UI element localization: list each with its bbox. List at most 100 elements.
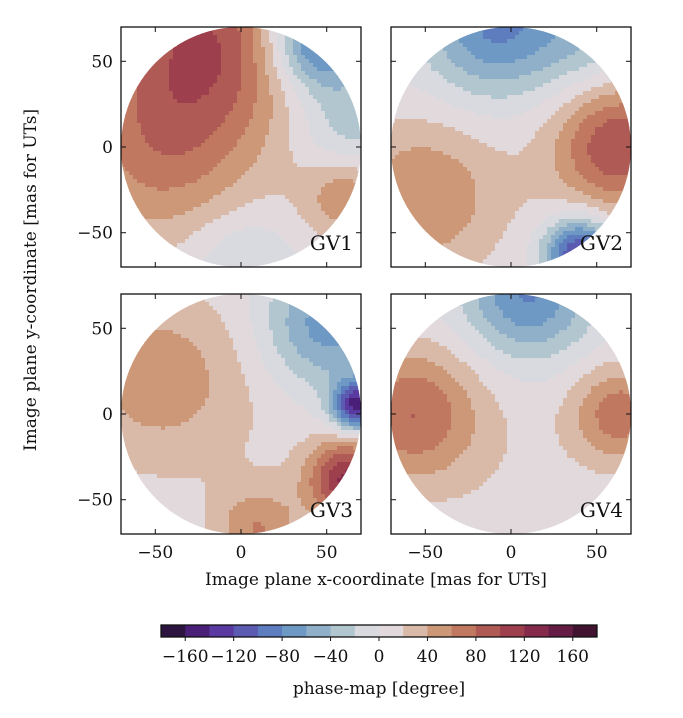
phase-cell bbox=[415, 255, 420, 260]
phase-cell bbox=[277, 259, 282, 264]
phase-cell bbox=[277, 27, 282, 32]
phase-cell bbox=[447, 67, 452, 72]
phase-cell bbox=[225, 231, 230, 236]
phase-cell bbox=[185, 83, 190, 88]
phase-cell bbox=[313, 115, 318, 120]
phase-cell bbox=[221, 143, 226, 148]
phase-cell bbox=[225, 135, 230, 140]
phase-cell bbox=[439, 111, 444, 116]
phase-cell bbox=[345, 183, 350, 188]
phase-cell bbox=[205, 75, 210, 80]
phase-cell bbox=[321, 219, 326, 224]
phase-cell bbox=[475, 203, 480, 208]
phase-cell bbox=[133, 107, 138, 112]
phase-cell bbox=[451, 31, 456, 36]
phase-cell bbox=[467, 195, 472, 200]
phase-cell bbox=[289, 131, 294, 136]
phase-cell bbox=[297, 127, 302, 132]
phase-cell bbox=[479, 251, 484, 256]
phase-cell bbox=[301, 75, 306, 80]
phase-cell bbox=[165, 107, 170, 112]
phase-cell bbox=[165, 227, 170, 232]
phase-cell bbox=[317, 175, 322, 180]
phase-cell bbox=[209, 223, 214, 228]
phase-cell bbox=[345, 51, 350, 56]
phase-cell bbox=[269, 163, 274, 168]
phase-cell bbox=[309, 203, 314, 208]
phase-cell bbox=[209, 247, 214, 252]
phase-cell bbox=[257, 167, 262, 172]
phase-cell bbox=[427, 135, 432, 140]
phase-cell bbox=[427, 79, 432, 84]
phase-cell bbox=[317, 127, 322, 132]
phase-cell bbox=[153, 123, 158, 128]
phase-cell bbox=[297, 115, 302, 120]
phase-cell bbox=[431, 87, 436, 92]
phase-cell bbox=[439, 115, 444, 120]
phase-cell bbox=[121, 107, 126, 112]
phase-cell bbox=[419, 139, 424, 144]
phase-cell bbox=[391, 91, 396, 96]
phase-cell bbox=[257, 147, 262, 152]
phase-cell bbox=[459, 203, 464, 208]
phase-cell bbox=[301, 227, 306, 232]
phase-cell bbox=[329, 175, 334, 180]
phase-cell bbox=[169, 227, 174, 232]
phase-cell bbox=[411, 91, 416, 96]
phase-cell bbox=[129, 167, 134, 172]
phase-cell bbox=[325, 211, 330, 216]
phase-cell bbox=[173, 139, 178, 144]
phase-cell bbox=[289, 147, 294, 152]
phase-cell bbox=[245, 155, 250, 160]
phase-cell bbox=[443, 63, 448, 68]
phase-cell bbox=[233, 63, 238, 68]
phase-cell bbox=[233, 235, 238, 240]
phase-cell bbox=[353, 99, 358, 104]
phase-cell bbox=[181, 79, 186, 84]
phase-cell bbox=[173, 195, 178, 200]
phase-cell bbox=[197, 159, 202, 164]
phase-cell bbox=[435, 227, 440, 232]
phase-cell bbox=[353, 135, 358, 140]
phase-cell bbox=[341, 55, 346, 60]
phase-cell bbox=[309, 231, 314, 236]
phase-cell bbox=[353, 43, 358, 48]
phase-cell bbox=[205, 147, 210, 152]
phase-cell bbox=[321, 55, 326, 60]
phase-cell bbox=[157, 107, 162, 112]
phase-cell bbox=[209, 243, 214, 248]
phase-cell bbox=[137, 207, 142, 212]
phase-cell bbox=[265, 167, 270, 172]
phase-cell bbox=[225, 127, 230, 132]
phase-cell bbox=[141, 183, 146, 188]
phase-cell bbox=[257, 131, 262, 136]
phase-cell bbox=[265, 111, 270, 116]
phase-cell bbox=[173, 43, 178, 48]
phase-cell bbox=[161, 35, 166, 40]
phase-cell bbox=[463, 43, 468, 48]
phase-cell bbox=[165, 63, 170, 68]
phase-cell bbox=[289, 115, 294, 120]
phase-cell bbox=[313, 219, 318, 224]
phase-cell bbox=[479, 183, 484, 188]
phase-cell bbox=[173, 207, 178, 212]
phase-cell bbox=[281, 143, 286, 148]
phase-cell bbox=[133, 127, 138, 132]
phase-cell bbox=[137, 115, 142, 120]
phase-cell bbox=[165, 191, 170, 196]
phase-cell bbox=[391, 239, 396, 244]
phase-cell bbox=[423, 63, 428, 68]
phase-cell bbox=[419, 195, 424, 200]
phase-cell bbox=[213, 35, 218, 40]
phase-cell bbox=[241, 187, 246, 192]
phase-cell bbox=[221, 175, 226, 180]
phase-cell bbox=[161, 95, 166, 100]
phase-cell bbox=[395, 231, 400, 236]
phase-cell bbox=[439, 203, 444, 208]
phase-cell bbox=[353, 247, 358, 252]
phase-cell bbox=[129, 99, 134, 104]
phase-cell bbox=[121, 227, 126, 232]
phase-cell bbox=[321, 75, 326, 80]
phase-cell bbox=[157, 35, 162, 40]
phase-cell bbox=[217, 243, 222, 248]
